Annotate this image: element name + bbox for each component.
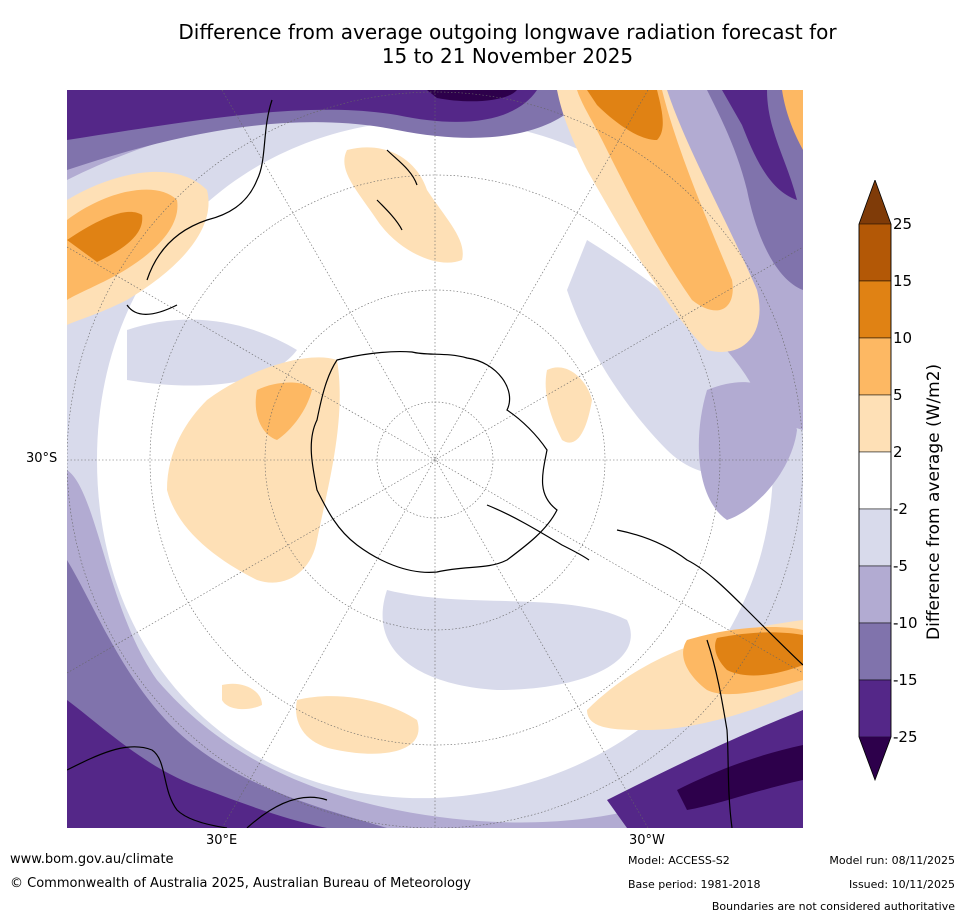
lat-circle-30s xyxy=(67,91,803,828)
olr-patch-p2-5-smallleft xyxy=(222,683,262,710)
africa-coast xyxy=(67,746,328,828)
map-title: Difference from average outgoing longwav… xyxy=(60,20,955,68)
olr-patch-p2-5-weddell xyxy=(545,367,592,443)
colorbar-tick: -15 xyxy=(893,671,918,689)
colorbar-outline xyxy=(858,180,892,782)
olr-patch-n2-5-indian xyxy=(127,319,297,386)
colorbar-under-triangle xyxy=(859,737,891,780)
footer-model-run: Model run: 08/11/2025 xyxy=(829,854,955,867)
footer-copyright: © Commonwealth of Australia 2025, Austra… xyxy=(10,876,471,891)
colorbar-band-n5-n10 xyxy=(858,565,892,624)
antarctic-peninsula xyxy=(486,504,590,561)
colorbar-band-n10-n15 xyxy=(858,622,892,681)
colorbar-tick: 10 xyxy=(893,329,913,347)
olr-patch-n5-10-southatlantic xyxy=(698,382,797,520)
colorbar-tick: -5 xyxy=(893,557,908,575)
olr-patch-p2-5-newzealand xyxy=(344,147,463,263)
map-title-line1: Difference from average outgoing longwav… xyxy=(178,20,837,44)
lon-label-30w: 30°W xyxy=(629,833,665,848)
olr-patch-p10-15-southamerica xyxy=(715,632,803,676)
south-america-coast xyxy=(616,529,803,828)
antarctica-coast xyxy=(310,350,558,573)
colorbar-tick: 15 xyxy=(893,272,913,290)
colorbar-over-triangle xyxy=(859,180,891,224)
colorbar-band-n2-n5 xyxy=(858,508,892,567)
lat-circle-80s xyxy=(376,401,494,519)
olr-patch-under-bottomright xyxy=(677,745,803,810)
map-title-line2: 15 to 21 November 2025 xyxy=(381,44,634,68)
footer-model: Model: ACCESS-S2 xyxy=(628,854,730,867)
coastlines xyxy=(67,99,803,828)
olr-patch-under-top xyxy=(427,90,517,102)
colorbar-tick: -2 xyxy=(893,500,908,518)
lat-label-30s: 30°S xyxy=(26,451,58,466)
colorbar-band-2-5 xyxy=(858,394,892,453)
olr-patch-n2-5-belowantarctica xyxy=(382,590,631,690)
colorbar-tick: 5 xyxy=(893,386,903,404)
polar-map-svg xyxy=(67,90,803,828)
lon-label-30e: 30°E xyxy=(206,833,238,848)
footer-disclaimer: Boundaries are not considered authoritat… xyxy=(711,900,955,913)
colorbar-band-neutral xyxy=(858,451,892,510)
colorbar-band-10-15 xyxy=(858,280,892,339)
olr-patch-p5-10-indianocean xyxy=(255,382,312,440)
olr-band-n15-25-bottomright xyxy=(607,710,803,828)
colorbar-title: Difference from average (W/m2) xyxy=(924,363,944,640)
olr-streak-n10-15-right xyxy=(707,90,803,290)
olr-band-n15-25-topleft xyxy=(67,90,537,140)
colorbar xyxy=(858,180,892,782)
lat-circle-40s xyxy=(149,174,721,746)
footer-website[interactable]: www.bom.gov.au/climate xyxy=(10,852,174,867)
olr-patch-p10-15-topleft xyxy=(67,211,143,262)
colorbar-band-n15-n25 xyxy=(858,679,892,738)
olr-streak-p10-15-topright xyxy=(587,90,663,140)
new-zealand-coast xyxy=(376,149,418,231)
olr-streak-p5-10-topright-edge xyxy=(782,90,803,150)
colorbar-tick: -25 xyxy=(893,728,918,746)
australia-coast xyxy=(126,99,273,315)
graticule xyxy=(67,90,803,828)
olr-patch-p2-5-southindian xyxy=(296,696,419,754)
olr-streak-n15-25-right xyxy=(722,90,797,200)
colorbar-band-5-10 xyxy=(858,337,892,396)
polar-map xyxy=(67,90,803,828)
colorbar-tick: 25 xyxy=(893,215,913,233)
footer-issued: Issued: 10/11/2025 xyxy=(848,878,955,891)
colorbar-tick: 2 xyxy=(893,443,903,461)
footer-base-period: Base period: 1981-2018 xyxy=(628,878,761,891)
colorbar-tick: -10 xyxy=(893,614,918,632)
olr-band-n15-25-bottomleft xyxy=(67,700,327,828)
colorbar-band-15-25 xyxy=(858,223,892,282)
